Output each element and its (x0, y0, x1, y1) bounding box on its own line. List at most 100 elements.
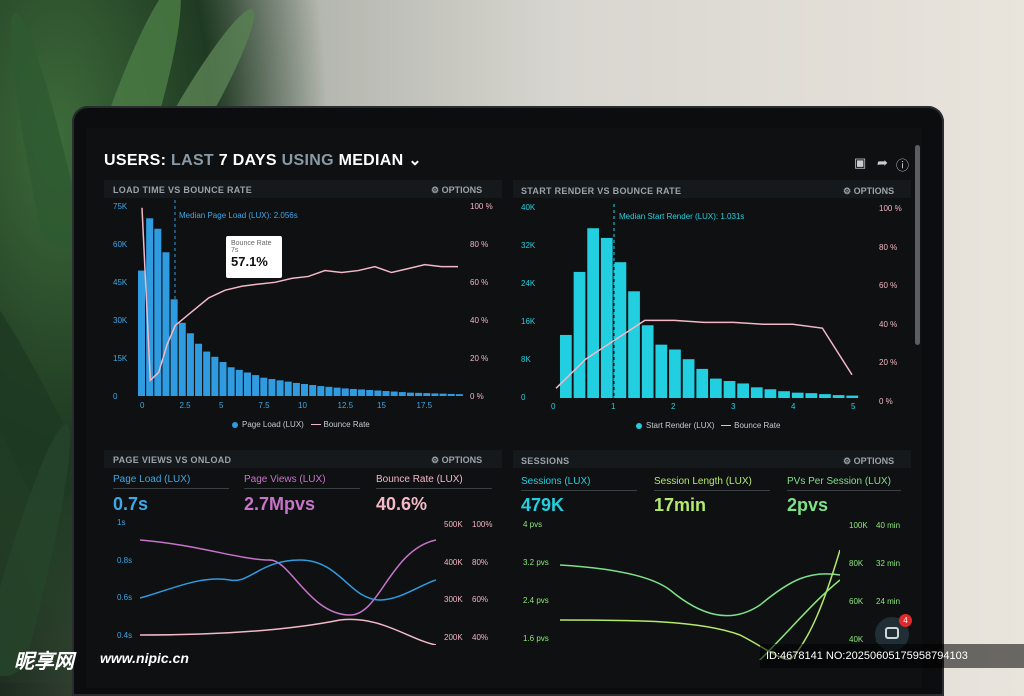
y-tick-left: 3.2 pvs (523, 558, 549, 567)
y-tick-right: 80 % (879, 242, 898, 252)
panel-title-start-render: START RENDER VS BOUNCE RATE (521, 186, 682, 196)
y-tick-left: 0 (113, 392, 118, 401)
bar-start-render (628, 291, 640, 398)
y-tick-right: 24 min (876, 597, 901, 606)
panel-header-page-views (104, 450, 502, 468)
options-button-sessions[interactable]: ⚙ OPTIONS (843, 456, 895, 466)
y-tick-left: 40K (521, 203, 536, 212)
y-tick-mid: 60K (849, 597, 864, 606)
dashboard-title[interactable]: USERS: LAST 7 DAYS USING MEDIAN ⌄ (104, 152, 422, 169)
bar-start-render (750, 387, 763, 398)
panel-title-load-time: LOAD TIME VS BOUNCE RATE (113, 185, 253, 195)
bar-page-load (366, 389, 374, 396)
start-render-chart (555, 204, 859, 398)
bar-start-render (764, 389, 777, 398)
watermark-id: ID:4678141 NO:20250605175958794103 (760, 644, 1024, 668)
bar-start-render (614, 262, 627, 398)
y-tick-right: 20 % (470, 354, 489, 363)
bounce-rate-line (140, 618, 436, 645)
pvs-line (560, 564, 840, 617)
y-tick-left: 8K (521, 355, 531, 364)
bar-page-load (186, 333, 194, 396)
bar-page-load (382, 391, 390, 396)
metric-label-pvs-per-session: PVs Per Session (LUX) (787, 476, 901, 491)
bar-page-load (235, 369, 243, 396)
y-tick-right: 80 % (470, 240, 489, 249)
scrollbar[interactable] (915, 145, 920, 345)
bar-start-render (641, 325, 654, 398)
bar-page-load (154, 228, 162, 396)
bar-page-load (195, 343, 203, 396)
x-tick: 17.5 (416, 401, 433, 410)
y-tick-right: 60 % (470, 278, 489, 287)
y-tick-left: 24K (521, 279, 536, 288)
page-views-chart (140, 539, 436, 645)
bar-start-render (696, 368, 709, 398)
bar-page-load (333, 387, 341, 396)
metric-label-bounce-rate: Bounce Rate (LUX) (376, 474, 492, 489)
bar-page-load (341, 388, 349, 396)
dashboard-screen (86, 128, 922, 688)
metric-value-page-load: 0.7s (113, 494, 149, 514)
bar-page-load (358, 389, 366, 396)
y-tick-right: 100% (472, 520, 493, 529)
bar-page-load (398, 392, 406, 396)
y-tick-mid: 300K (444, 595, 463, 604)
bar-start-render (846, 395, 859, 398)
bar-start-render (600, 237, 613, 398)
y-tick-left: 30K (113, 316, 128, 325)
bar-page-load (317, 386, 325, 396)
x-tick: 2 (671, 402, 676, 411)
metric-value-pvs-per-session: 2pvs (787, 495, 829, 515)
metric-label-page-views: Page Views (LUX) (244, 474, 360, 489)
options-button-load-time[interactable]: ⚙ OPTIONS (431, 185, 483, 195)
bar-start-render (710, 378, 722, 398)
monitor-icon[interactable]: ▣ (854, 155, 867, 170)
y-tick-left: 16K (521, 317, 536, 326)
bar-page-load (309, 385, 317, 396)
y-tick-left: 0.6s (117, 593, 133, 602)
y-tick-left: 1.6 pvs (523, 634, 549, 643)
bar-page-load (455, 394, 463, 396)
bar-page-load (252, 375, 260, 396)
metric-label-session-length: Session Length (LUX) (654, 476, 770, 491)
panel-title-page-views: PAGE VIEWS VS ONLOAD (113, 455, 232, 465)
x-tick: 12.5 (337, 401, 354, 410)
bar-start-render (832, 395, 845, 398)
y-tick-left: 1s (117, 518, 126, 527)
help-icon[interactable]: ⓘ (896, 158, 910, 173)
share-icon[interactable]: ➦ (877, 155, 888, 170)
chevron-down-icon[interactable]: ⌄ (408, 152, 422, 169)
median-page-load-label: Median Page Load (LUX): 2.056s (179, 211, 298, 220)
y-tick-right: 40 % (470, 316, 489, 325)
metric-value-sessions: 479K (521, 495, 565, 515)
y-tick-mid: 40K (849, 635, 864, 644)
y-tick-mid: 400K (444, 557, 463, 567)
bar-page-load (390, 391, 398, 396)
y-tick-left: 0.8s (117, 555, 133, 565)
bar-start-render (587, 228, 599, 398)
bar-page-load (219, 362, 227, 396)
bar-start-render (791, 392, 804, 398)
x-tick: 5 (219, 401, 224, 410)
x-tick: 2.5 (179, 401, 191, 410)
y-tick-right: 40 min (876, 521, 901, 530)
bar-page-load (284, 381, 292, 396)
bar-start-render (778, 391, 790, 398)
bar-start-render (682, 359, 695, 398)
x-tick: 10 (298, 401, 307, 410)
bar-page-load (374, 390, 382, 396)
legend-load-time: Page Load (LUX) Bounce Rate (232, 420, 370, 429)
y-tick-right: 32 min (876, 559, 901, 568)
metric-label-page-load: Page Load (LUX) (113, 474, 229, 489)
y-tick-right: 40 % (879, 319, 898, 329)
sessions-chart (560, 549, 840, 660)
bar-start-render (669, 349, 681, 398)
options-button-start-render[interactable]: ⚙ OPTIONS (843, 186, 895, 196)
options-button-page-views[interactable]: ⚙ OPTIONS (431, 455, 483, 465)
metric-value-bounce-rate: 40.6% (376, 494, 428, 514)
bar-page-load (243, 372, 251, 396)
y-tick-left: 0 (521, 393, 526, 402)
x-tick: 3 (731, 402, 736, 411)
x-tick: 0 (140, 401, 145, 410)
